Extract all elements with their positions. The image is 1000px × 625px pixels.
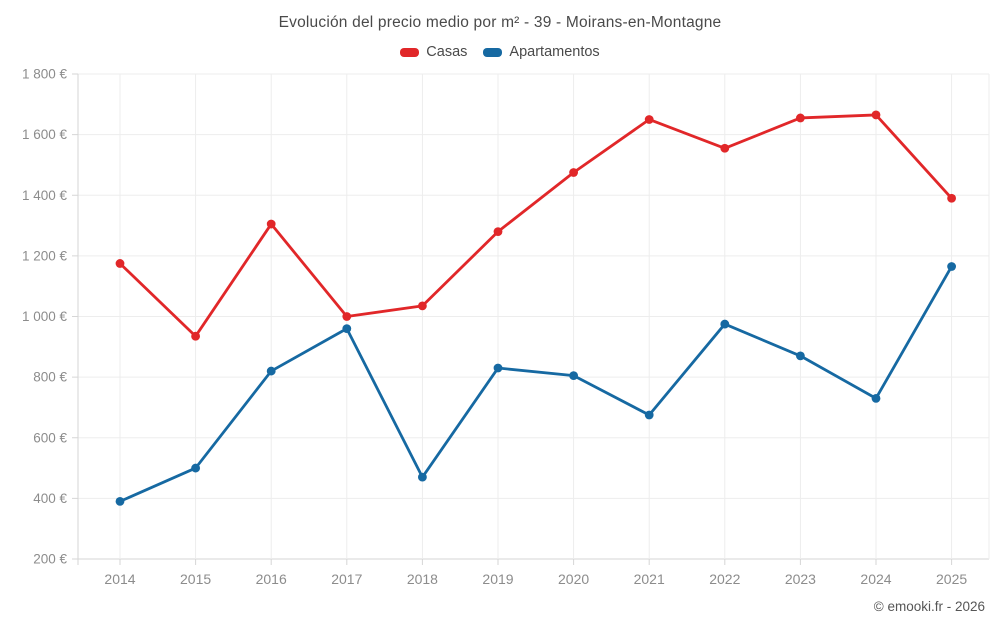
x-axis-label-2021: 2021 — [634, 571, 665, 587]
legend-item-apartamentos[interactable]: Apartamentos — [483, 44, 600, 60]
data-point-casas-2020[interactable] — [569, 168, 578, 177]
data-point-apartamentos-2025[interactable] — [947, 262, 956, 271]
x-axis-label-2024: 2024 — [860, 571, 891, 587]
data-point-apartamentos-2022[interactable] — [720, 319, 730, 329]
x-axis-label-2017: 2017 — [331, 571, 362, 587]
y-axis-label-1400: 1 400 € — [22, 188, 68, 203]
legend-swatch-apartamentos — [483, 47, 503, 57]
attribution-text: © emooki.fr - 2026 — [873, 599, 985, 614]
data-point-apartamentos-2016[interactable] — [266, 366, 276, 376]
data-point-casas-2014[interactable] — [115, 259, 125, 268]
data-point-apartamentos-2021[interactable] — [644, 410, 654, 420]
data-point-casas-2017[interactable] — [342, 312, 352, 321]
x-axis-label-2023: 2023 — [785, 571, 816, 587]
x-axis-label-2018: 2018 — [407, 571, 438, 587]
data-point-casas-2019[interactable] — [493, 227, 503, 237]
data-point-casas-2023[interactable] — [796, 113, 805, 123]
chart-title: Evolución del precio medio por m² - 39 -… — [278, 14, 722, 31]
y-axis-label-1600: 1 600 € — [22, 127, 68, 142]
data-point-apartamentos-2017[interactable] — [342, 324, 352, 334]
series-line-casas — [118, 113, 953, 338]
x-axis-label-2022: 2022 — [709, 571, 740, 587]
y-axis-label-200: 200 € — [33, 552, 67, 567]
data-point-apartamentos-2019[interactable] — [493, 363, 503, 373]
data-point-casas-2018[interactable] — [418, 301, 427, 311]
x-axis-label-2015: 2015 — [180, 571, 211, 587]
y-axis-label-1000: 1 000 € — [22, 309, 68, 324]
y-axis-label-800: 800 € — [33, 370, 67, 385]
data-point-apartamentos-2018[interactable] — [418, 472, 427, 482]
data-point-casas-2016[interactable] — [266, 219, 276, 229]
legend-item-casas[interactable]: Casas — [400, 44, 467, 60]
y-axis-label-1800: 1 800 € — [22, 67, 68, 82]
y-axis-label-400: 400 € — [33, 491, 67, 506]
y-axis-label-600: 600 € — [33, 430, 67, 445]
x-axis-label-2014: 2014 — [104, 571, 135, 587]
chart-legend: Casas Apartamentos — [0, 44, 1000, 60]
y-axis-label-1200: 1 200 € — [22, 248, 68, 263]
legend-swatch-casas — [400, 47, 420, 57]
data-point-apartamentos-2014[interactable] — [115, 497, 125, 506]
x-axis-label-2016: 2016 — [256, 571, 287, 587]
data-point-apartamentos-2015[interactable] — [191, 463, 201, 473]
data-point-casas-2024[interactable] — [871, 110, 881, 120]
series-line-apartamentos — [118, 265, 953, 503]
data-point-apartamentos-2023[interactable] — [796, 351, 805, 361]
data-point-casas-2015[interactable] — [191, 331, 201, 341]
data-point-casas-2025[interactable] — [947, 193, 956, 203]
x-axis-label-2025: 2025 — [936, 571, 967, 587]
legend-label-apartamentos: Apartamentos — [509, 44, 600, 60]
data-point-casas-2022[interactable] — [720, 143, 730, 153]
data-point-apartamentos-2020[interactable] — [569, 371, 578, 381]
x-axis-label-2020: 2020 — [558, 571, 589, 587]
legend-label-casas: Casas — [426, 44, 468, 60]
data-point-apartamentos-2024[interactable] — [871, 393, 881, 403]
x-axis-label-2019: 2019 — [482, 571, 513, 587]
data-point-casas-2021[interactable] — [644, 115, 654, 124]
